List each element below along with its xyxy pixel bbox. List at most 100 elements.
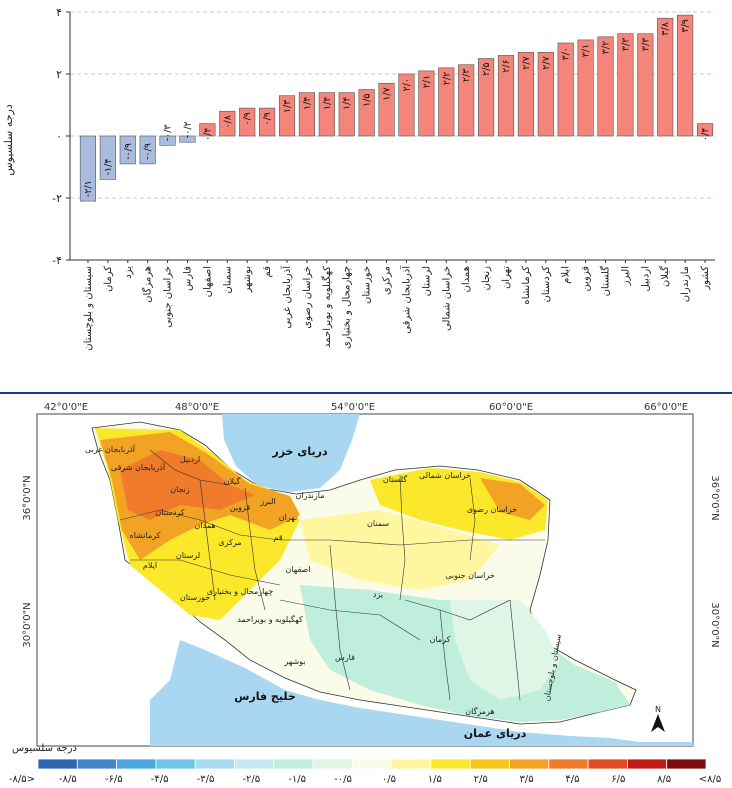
legend-tick-label: ۳/۵ bbox=[519, 774, 533, 785]
bar bbox=[318, 92, 335, 137]
category-label: اصفهان bbox=[202, 266, 213, 297]
bar bbox=[617, 33, 634, 137]
category-label: اردبیل bbox=[640, 266, 651, 291]
y-tick-label: ۲ bbox=[56, 68, 62, 81]
province-label: آذربایجان شرقی bbox=[111, 462, 166, 472]
category-label: خراسان جنوبی bbox=[163, 266, 174, 328]
bar bbox=[99, 135, 116, 180]
province-label: خراسان جنوبی bbox=[445, 571, 495, 580]
legend-tick-label: -۰/۵ bbox=[334, 774, 352, 785]
bar bbox=[338, 92, 355, 137]
province-label: زنجان bbox=[170, 485, 190, 494]
category-label: مازندران bbox=[680, 266, 691, 302]
province-label: مازندران bbox=[296, 491, 325, 500]
legend-tick-label: -۸/۵ bbox=[59, 774, 77, 785]
bar bbox=[139, 135, 156, 165]
value-label: -۱/۴ bbox=[103, 159, 114, 176]
legend-tick-labels: -۸/۵> -۸/۵ -۶/۵ -۴/۵ -۳/۵ -۲/۵ -۱/۵ -۰/۵ ۰/۵ ۱/۵ ۲… bbox=[9, 774, 721, 785]
longitude-ticks: 42°0'0"E 48°0'0"E 54°0'0"E 60°0'0"E 66°0… bbox=[44, 402, 688, 413]
category-label: گلستان bbox=[600, 266, 612, 297]
value-label: ۲/۲ bbox=[441, 72, 452, 85]
province-label: خوزستان bbox=[180, 593, 210, 602]
bar bbox=[557, 42, 574, 137]
bar bbox=[398, 73, 415, 137]
legend-tick-label: ۰/۵ bbox=[382, 774, 396, 785]
legend-tick-label: ۸/۵ bbox=[657, 774, 671, 785]
value-label: -۰/۳ bbox=[163, 124, 174, 141]
value-label: ۱/۳ bbox=[282, 100, 293, 113]
province-label: هرمزگان bbox=[465, 706, 494, 716]
category-label: آذربایجان شرقی bbox=[399, 265, 412, 334]
category-label: کهگیلویه و بویراحمد bbox=[321, 266, 333, 348]
category-label: تهران bbox=[501, 266, 512, 289]
province-label: مرکزی bbox=[218, 538, 241, 547]
province-label: چهارمحال و بختیاری bbox=[207, 587, 273, 596]
value-label: ۳/۳ bbox=[640, 38, 651, 51]
category-label: سیستان و بلوچستان bbox=[83, 266, 94, 351]
bar bbox=[378, 83, 395, 137]
value-label: ۳/۱ bbox=[581, 44, 592, 57]
legend-swatch bbox=[627, 758, 668, 770]
map-panel: دریای خزر خلیج فارس دریای عمان آذربایجان… bbox=[9, 402, 721, 785]
category-label: خراسان شمالی bbox=[441, 266, 452, 331]
y-tick-label: -۴ bbox=[52, 254, 62, 267]
category-label: خوزستان bbox=[362, 266, 373, 304]
legend-swatch bbox=[351, 758, 393, 770]
caspian-sea bbox=[222, 414, 360, 492]
legend-tick-label: -۸/۵> bbox=[9, 774, 35, 785]
lon-tick: 66°0'0"E bbox=[644, 402, 688, 413]
bar bbox=[179, 135, 196, 143]
legend-swatch bbox=[273, 758, 314, 770]
hot-zone-northeast bbox=[480, 478, 545, 520]
value-label: -۰/۲ bbox=[182, 121, 193, 138]
bar bbox=[637, 33, 654, 137]
y-axis-ticks: ۴ ۲ ۰ -۲ -۴ bbox=[52, 6, 70, 267]
bar bbox=[79, 135, 97, 202]
value-label: ۱/۴ bbox=[322, 97, 333, 110]
category-label: مرکزی bbox=[382, 266, 393, 295]
bar bbox=[418, 70, 435, 137]
value-label: ۱/۴ bbox=[302, 97, 313, 110]
gulf-of-oman-label: دریای عمان bbox=[464, 727, 527, 740]
category-label: سمنان bbox=[222, 266, 233, 294]
value-label: ۲/۷ bbox=[541, 56, 552, 69]
province-label: قم bbox=[273, 533, 282, 542]
category-label: گیلان bbox=[659, 266, 671, 287]
legend-swatch bbox=[430, 758, 471, 770]
legend-swatch bbox=[509, 758, 550, 770]
category-label: یزد bbox=[123, 266, 134, 279]
province-borders bbox=[119, 449, 545, 701]
legend-swatch bbox=[76, 758, 117, 770]
category-label: ایلام bbox=[561, 266, 572, 284]
category-label: لرستان bbox=[421, 266, 432, 296]
province-label: کهگیلویه و بویراحمد bbox=[237, 614, 303, 624]
legend-swatch bbox=[587, 758, 628, 770]
value-label: -۲/۱ bbox=[83, 180, 94, 197]
value-label: ۱/۵ bbox=[362, 94, 373, 107]
legend-tick-label: -۶/۵ bbox=[105, 774, 123, 785]
legend-swatch bbox=[234, 758, 275, 770]
category-label: زنجان bbox=[481, 266, 492, 291]
value-label: ۲/۵ bbox=[481, 63, 492, 76]
legend-tick-label: ۶/۵ bbox=[611, 774, 625, 785]
value-label: ۳/۹ bbox=[680, 19, 691, 32]
value-label: ۱/۷ bbox=[382, 87, 393, 100]
bar bbox=[119, 135, 136, 165]
province-label: فارس bbox=[335, 653, 355, 662]
province-label: خراسان شمالی bbox=[419, 471, 471, 480]
province-label: لرستان bbox=[176, 551, 200, 560]
province-label: کرمان bbox=[430, 635, 451, 644]
bar bbox=[577, 39, 594, 137]
bar bbox=[298, 92, 315, 137]
y-tick-label: -۲ bbox=[52, 192, 62, 205]
lat-tick-right: 30°0'0"N bbox=[709, 602, 720, 647]
lon-tick: 54°0'0"E bbox=[331, 402, 375, 413]
category-label: چهارمحال و بختیاری bbox=[342, 266, 353, 349]
category-label: کردستان bbox=[541, 266, 552, 303]
legend-tick-label: -۱/۵ bbox=[288, 774, 306, 785]
province-label: البرز bbox=[259, 497, 275, 506]
value-label: ۰/۸ bbox=[222, 115, 233, 128]
bar bbox=[199, 123, 216, 137]
bar bbox=[219, 110, 236, 137]
